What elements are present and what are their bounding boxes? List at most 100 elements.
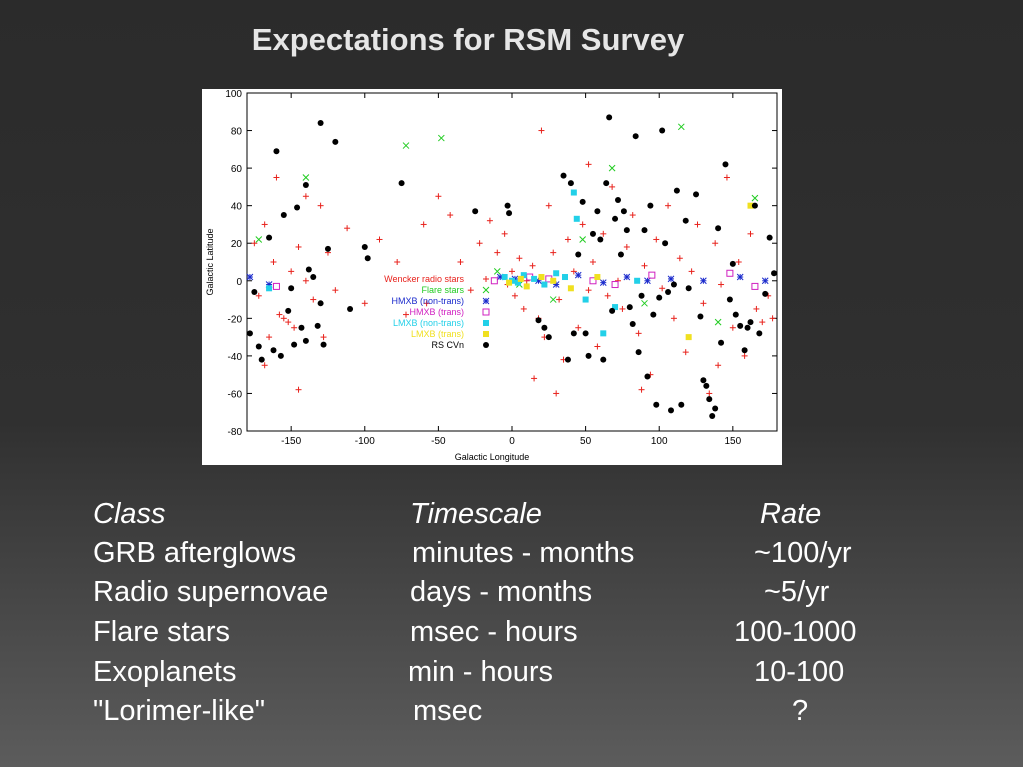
data-point-wencker-radio-stars [641,262,648,269]
data-point-rs-cvn [606,114,613,121]
data-point-wencker-radio-stars [361,300,368,307]
data-point-wencker-radio-stars [585,161,592,168]
data-point-wencker-radio-stars [635,330,642,337]
data-point-rs-cvn [305,266,312,273]
data-point-rs-cvn [623,227,630,234]
y-tick-label: -40 [228,352,243,363]
data-point-rs-cvn [726,296,733,303]
data-point-wencker-radio-stars [403,311,409,318]
data-point-wencker-radio-stars [435,193,442,200]
data-point-wencker-radio-stars [735,259,742,265]
data-point-rs-cvn [570,330,577,337]
data-point-rs-cvn [567,180,574,187]
data-point-wencker-radio-stars [609,183,616,190]
table-cell: Exoplanets [93,656,237,688]
data-point-wencker-radio-stars [538,127,545,134]
data-point-rs-cvn [270,347,277,354]
data-point-rs-cvn [712,405,719,412]
data-point-wencker-radio-stars [759,319,766,326]
data-point-hmxb-trans- [589,277,597,285]
data-point-wencker-radio-stars [604,292,611,299]
legend-marker [482,297,490,305]
data-point-flare-stars [302,174,310,181]
data-point-lmxb-non-trans- [501,274,508,281]
data-point-lmxb-non-trans- [582,296,589,303]
data-point-rs-cvn [398,180,405,187]
legend-label: LMXB (trans) [411,329,464,339]
data-point-wencker-radio-stars [285,319,292,326]
table-cell: 10-100 [754,656,845,688]
table-cell: ~5/yr [764,576,830,608]
data-point-flare-stars [402,142,410,149]
data-point-hmxb-non-trans- [599,279,607,287]
data-point-wencker-radio-stars [623,243,630,250]
legend-marker [483,331,489,337]
data-point-lmxb-non-trans- [541,281,548,288]
data-point-lmxb-trans- [747,202,754,209]
data-point-wencker-radio-stars [509,268,515,275]
data-point-wencker-radio-stars [310,296,317,303]
data-point-wencker-radio-stars [575,324,582,331]
data-point-wencker-radio-stars [529,262,536,269]
data-point-lmxb-non-trans- [531,275,538,282]
data-point-rs-cvn [678,401,685,408]
data-point-rs-cvn [258,356,265,363]
data-point-rs-cvn [288,285,295,292]
table-cell: ? [792,695,809,727]
data-point-wencker-radio-stars [729,324,736,331]
data-point-flare-stars [677,123,685,131]
y-tick-label: -80 [228,427,243,438]
data-point-rs-cvn [266,234,273,241]
data-point-wencker-radio-stars [747,230,754,237]
y-tick-label: 60 [231,164,243,175]
data-point-rs-cvn [700,377,707,384]
data-point-rs-cvn [504,202,511,209]
data-point-hmxb-non-trans- [700,277,707,285]
data-point-rs-cvn [737,322,744,329]
data-point-rs-cvn [255,343,262,350]
data-point-rs-cvn [722,161,729,168]
data-point-wencker-radio-stars [280,315,287,322]
y-tick-label: 20 [231,239,243,250]
data-point-wencker-radio-stars [251,240,258,247]
y-tick-label: 40 [231,202,243,213]
y-tick-label: -60 [228,389,243,400]
data-point-wencker-radio-stars [676,255,683,262]
data-point-wencker-radio-stars [255,292,262,299]
data-point-rs-cvn [246,330,253,337]
data-point-wencker-radio-stars [700,300,707,307]
data-point-hmxb-non-trans- [736,273,744,281]
data-point-rs-cvn [629,320,636,327]
data-point-wencker-radio-stars [447,212,454,219]
data-point-wencker-radio-stars [376,236,383,243]
legend-marker [483,342,489,348]
data-point-rs-cvn [703,382,710,389]
x-axis-label: Galactic Longitude [455,452,530,462]
data-point-rs-cvn [741,347,748,354]
data-point-rs-cvn [594,208,601,215]
data-point-hmxb-trans- [272,282,280,290]
data-point-wencker-radio-stars [769,315,776,322]
data-point-rs-cvn [575,251,582,258]
data-point-flare-stars [255,236,263,243]
data-point-rs-cvn [560,172,567,179]
table-cell: msec [413,695,483,727]
table-cell: ~100/yr [754,537,852,569]
slide-title: Expectations for RSM Survey [251,22,685,57]
data-point-wencker-radio-stars [344,225,351,232]
data-point-wencker-radio-stars [486,217,493,224]
data-point-lmxb-non-trans- [634,277,641,284]
data-point-wencker-radio-stars [600,230,607,237]
legend-label: LMXB (non-trans) [393,318,464,328]
data-point-wencker-radio-stars [585,287,592,294]
data-point-wencker-radio-stars [556,296,563,303]
legend-marker [482,286,490,294]
data-point-wencker-radio-stars [741,352,748,359]
data-point-hmxb-trans- [726,269,734,277]
data-point-wencker-radio-stars [476,240,483,247]
data-point-hmxb-non-trans- [761,277,769,285]
data-point-rs-cvn [659,127,666,134]
data-point-rs-cvn [361,243,368,250]
data-point-rs-cvn [673,187,680,194]
data-point-wencker-radio-stars [550,249,557,256]
